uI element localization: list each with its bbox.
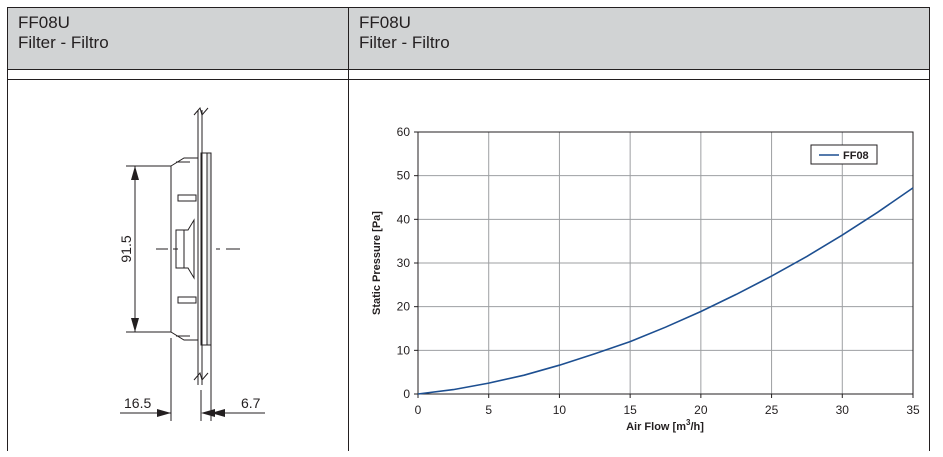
x-tick-label: 35 (906, 403, 920, 417)
y-tick-label: 50 (397, 169, 411, 183)
y-tick-label: 40 (397, 212, 411, 226)
table-top-border (7, 7, 930, 8)
x-tick-label: 5 (485, 403, 492, 417)
pressure-flow-chart: 0 5 10 15 20 25 30 35 0 10 20 30 40 50 60 FF08 Static … (371, 125, 920, 433)
legend-label-ff08: FF08 (843, 150, 869, 162)
column-divider (348, 7, 349, 451)
right-product-name: Filter - Filtro (359, 33, 450, 52)
y-tick-label: 20 (397, 300, 411, 314)
x-tick-label: 15 (623, 403, 637, 417)
height-dimension-label: 91.5 (118, 235, 134, 262)
header-bottom-border (7, 69, 930, 70)
y-tick-label: 60 (397, 125, 411, 139)
left-product-code: FF08U (18, 13, 70, 32)
depth-left-dimension-label: 16.5 (124, 395, 151, 411)
spacer-row-border (7, 79, 930, 80)
x-axis-title: Air Flow [m3/h] (626, 418, 704, 433)
y-tick-label: 10 (397, 343, 411, 357)
left-header: FF08U Filter - Filtro (8, 8, 348, 69)
x-tick-label: 30 (836, 403, 850, 417)
table-right-border (929, 7, 930, 451)
x-tick-label: 25 (765, 403, 779, 417)
right-product-code: FF08U (359, 13, 411, 32)
x-tick-label: 20 (694, 403, 708, 417)
y-tick-label: 30 (397, 256, 411, 270)
left-product-name: Filter - Filtro (18, 33, 109, 52)
filter-dimension-drawing: 91.5 16.5 6.7 (118, 106, 265, 421)
x-tick-label: 10 (553, 403, 567, 417)
depth-right-dimension-label: 6.7 (241, 395, 261, 411)
chart-legend: FF08 (810, 144, 878, 165)
series-line-ff08 (417, 187, 914, 395)
legend-box (810, 144, 878, 165)
right-header: FF08U Filter - Filtro (349, 8, 929, 69)
y-axis-title: Static Pressure [Pa] (371, 211, 383, 315)
y-tick-label: 0 (403, 387, 410, 401)
table-left-border (7, 7, 8, 451)
datasheet-table: FF08U Filter - Filtro FF08U Filter - Fil… (7, 7, 930, 451)
x-tick-label: 0 (415, 403, 422, 417)
